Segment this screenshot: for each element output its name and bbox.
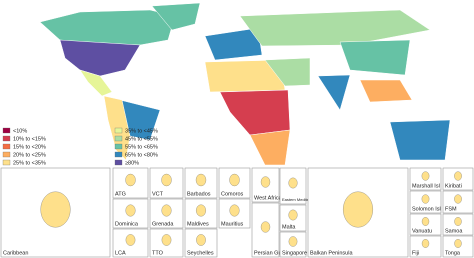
inset-label: Kiribati: [445, 183, 462, 189]
inset-island: [229, 173, 240, 187]
inset-island: [421, 217, 430, 226]
legend-label: 20% to <25%: [13, 152, 46, 158]
legend-swatch: [2, 143, 11, 150]
inset-label: Vanuatu: [412, 228, 432, 234]
usa: [59, 39, 141, 77]
inset-island: [161, 204, 172, 217]
inset-label: Solomon Isl: [412, 206, 441, 212]
europe: [204, 27, 263, 61]
china: [339, 39, 411, 76]
southeast-asia: [359, 79, 413, 103]
inset-island: [40, 191, 71, 228]
inset-island: [421, 239, 430, 248]
legend-label: <10%: [13, 128, 27, 134]
inset-label: LCA: [115, 250, 126, 256]
southern-africa: [249, 129, 291, 166]
inset-box: [218, 167, 251, 199]
india: [317, 74, 351, 111]
inset-label: Marshall Isl: [412, 183, 440, 189]
inset-island: [421, 194, 430, 204]
inset-label: Singapore: [282, 250, 307, 256]
inset-island: [454, 171, 462, 181]
inset-island: [125, 204, 136, 217]
legend-swatch: [114, 151, 123, 158]
inset-label: West Africa: [254, 195, 283, 201]
russia: [239, 9, 431, 47]
inset-island: [161, 173, 172, 187]
inset-label: Malta: [282, 224, 296, 230]
legend-label: 55% to <65%: [125, 144, 158, 150]
inset-label: Barbados: [187, 191, 211, 197]
inset-label: Mauritius: [221, 221, 244, 227]
inset-island: [161, 234, 172, 246]
inset-label: FSM: [445, 206, 457, 212]
inset-label: Grenada: [152, 221, 174, 227]
legend-swatch: [114, 127, 123, 134]
inset-island: [288, 236, 298, 247]
inset-island: [343, 191, 373, 228]
inset-label: Samoa: [445, 228, 463, 234]
inset-label: Comoros: [221, 191, 244, 197]
middle-east: [264, 57, 311, 87]
inset-island: [421, 171, 430, 181]
inset-island: [125, 234, 136, 246]
legend-swatch: [2, 127, 11, 134]
legend-swatch: [114, 135, 123, 142]
inset-island: [454, 239, 462, 248]
inset-island: [454, 194, 462, 204]
inset-label: Tonga: [445, 250, 461, 256]
inset-label: ATG: [115, 191, 126, 197]
legend-label: ≥80%: [125, 160, 139, 166]
inset-label: Persian Gulf: [254, 250, 285, 256]
inset-island: [288, 177, 298, 189]
legend-swatch: [2, 151, 11, 158]
legend-swatch: [2, 135, 11, 142]
inset-island: [260, 221, 271, 233]
inset-label: Eastern Mediterranean: [282, 197, 323, 202]
inset-island: [196, 234, 206, 246]
inset-label: VCT: [152, 191, 164, 197]
legend-label: 10% to <15%: [13, 136, 46, 142]
australia: [389, 119, 451, 161]
inset-label: Caribbean: [3, 250, 28, 256]
inset-label: TTO: [152, 250, 164, 256]
inset-island: [229, 204, 240, 217]
canada: [39, 9, 176, 46]
inset-label: Dominica: [115, 221, 139, 227]
world-land: [39, 2, 451, 166]
inset-island: [195, 173, 207, 187]
greenland: [151, 2, 201, 31]
legend-swatch: [114, 143, 123, 150]
legend-label: 35% to <45%: [125, 128, 158, 134]
legend-swatch: [114, 159, 123, 166]
legend: <10% 10% to <15% 15% to <20% 20% to <25% 25%…: [2, 127, 158, 166]
legend-label: 45% to <55%: [125, 136, 158, 142]
inset-label: Fiji: [412, 250, 419, 256]
inset-label: Seychelles: [187, 250, 214, 256]
legend-label: 65% to <80%: [125, 152, 158, 158]
inset-label: Maldives: [187, 221, 209, 227]
inset-island: [196, 204, 206, 217]
central-america: [79, 69, 113, 97]
legend-swatch: [2, 159, 11, 166]
insets: Caribbean ATG VCT Barbados Comoros Dominica Gr…: [0, 167, 474, 258]
inset-island: [288, 209, 298, 221]
legend-label: 15% to <20%: [13, 144, 46, 150]
inset-island: [125, 173, 136, 187]
inset-island: [454, 217, 462, 226]
legend-label: 25% to <35%: [13, 160, 46, 166]
inset-box: [184, 167, 218, 199]
inset-island: [260, 176, 271, 188]
inset-label: Balkan Peninsula: [310, 250, 353, 256]
central-africa: [219, 89, 291, 136]
